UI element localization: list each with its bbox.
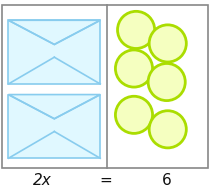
- Text: 2x: 2x: [33, 173, 51, 188]
- Ellipse shape: [115, 96, 153, 133]
- Polygon shape: [8, 20, 100, 44]
- Ellipse shape: [149, 25, 186, 62]
- Ellipse shape: [118, 11, 155, 48]
- Polygon shape: [8, 95, 100, 119]
- Text: 6: 6: [162, 173, 172, 188]
- Ellipse shape: [148, 63, 185, 101]
- Ellipse shape: [149, 111, 186, 148]
- Ellipse shape: [115, 50, 153, 87]
- FancyBboxPatch shape: [8, 20, 100, 84]
- FancyBboxPatch shape: [2, 5, 208, 168]
- FancyBboxPatch shape: [8, 95, 100, 158]
- Text: =: =: [99, 173, 112, 188]
